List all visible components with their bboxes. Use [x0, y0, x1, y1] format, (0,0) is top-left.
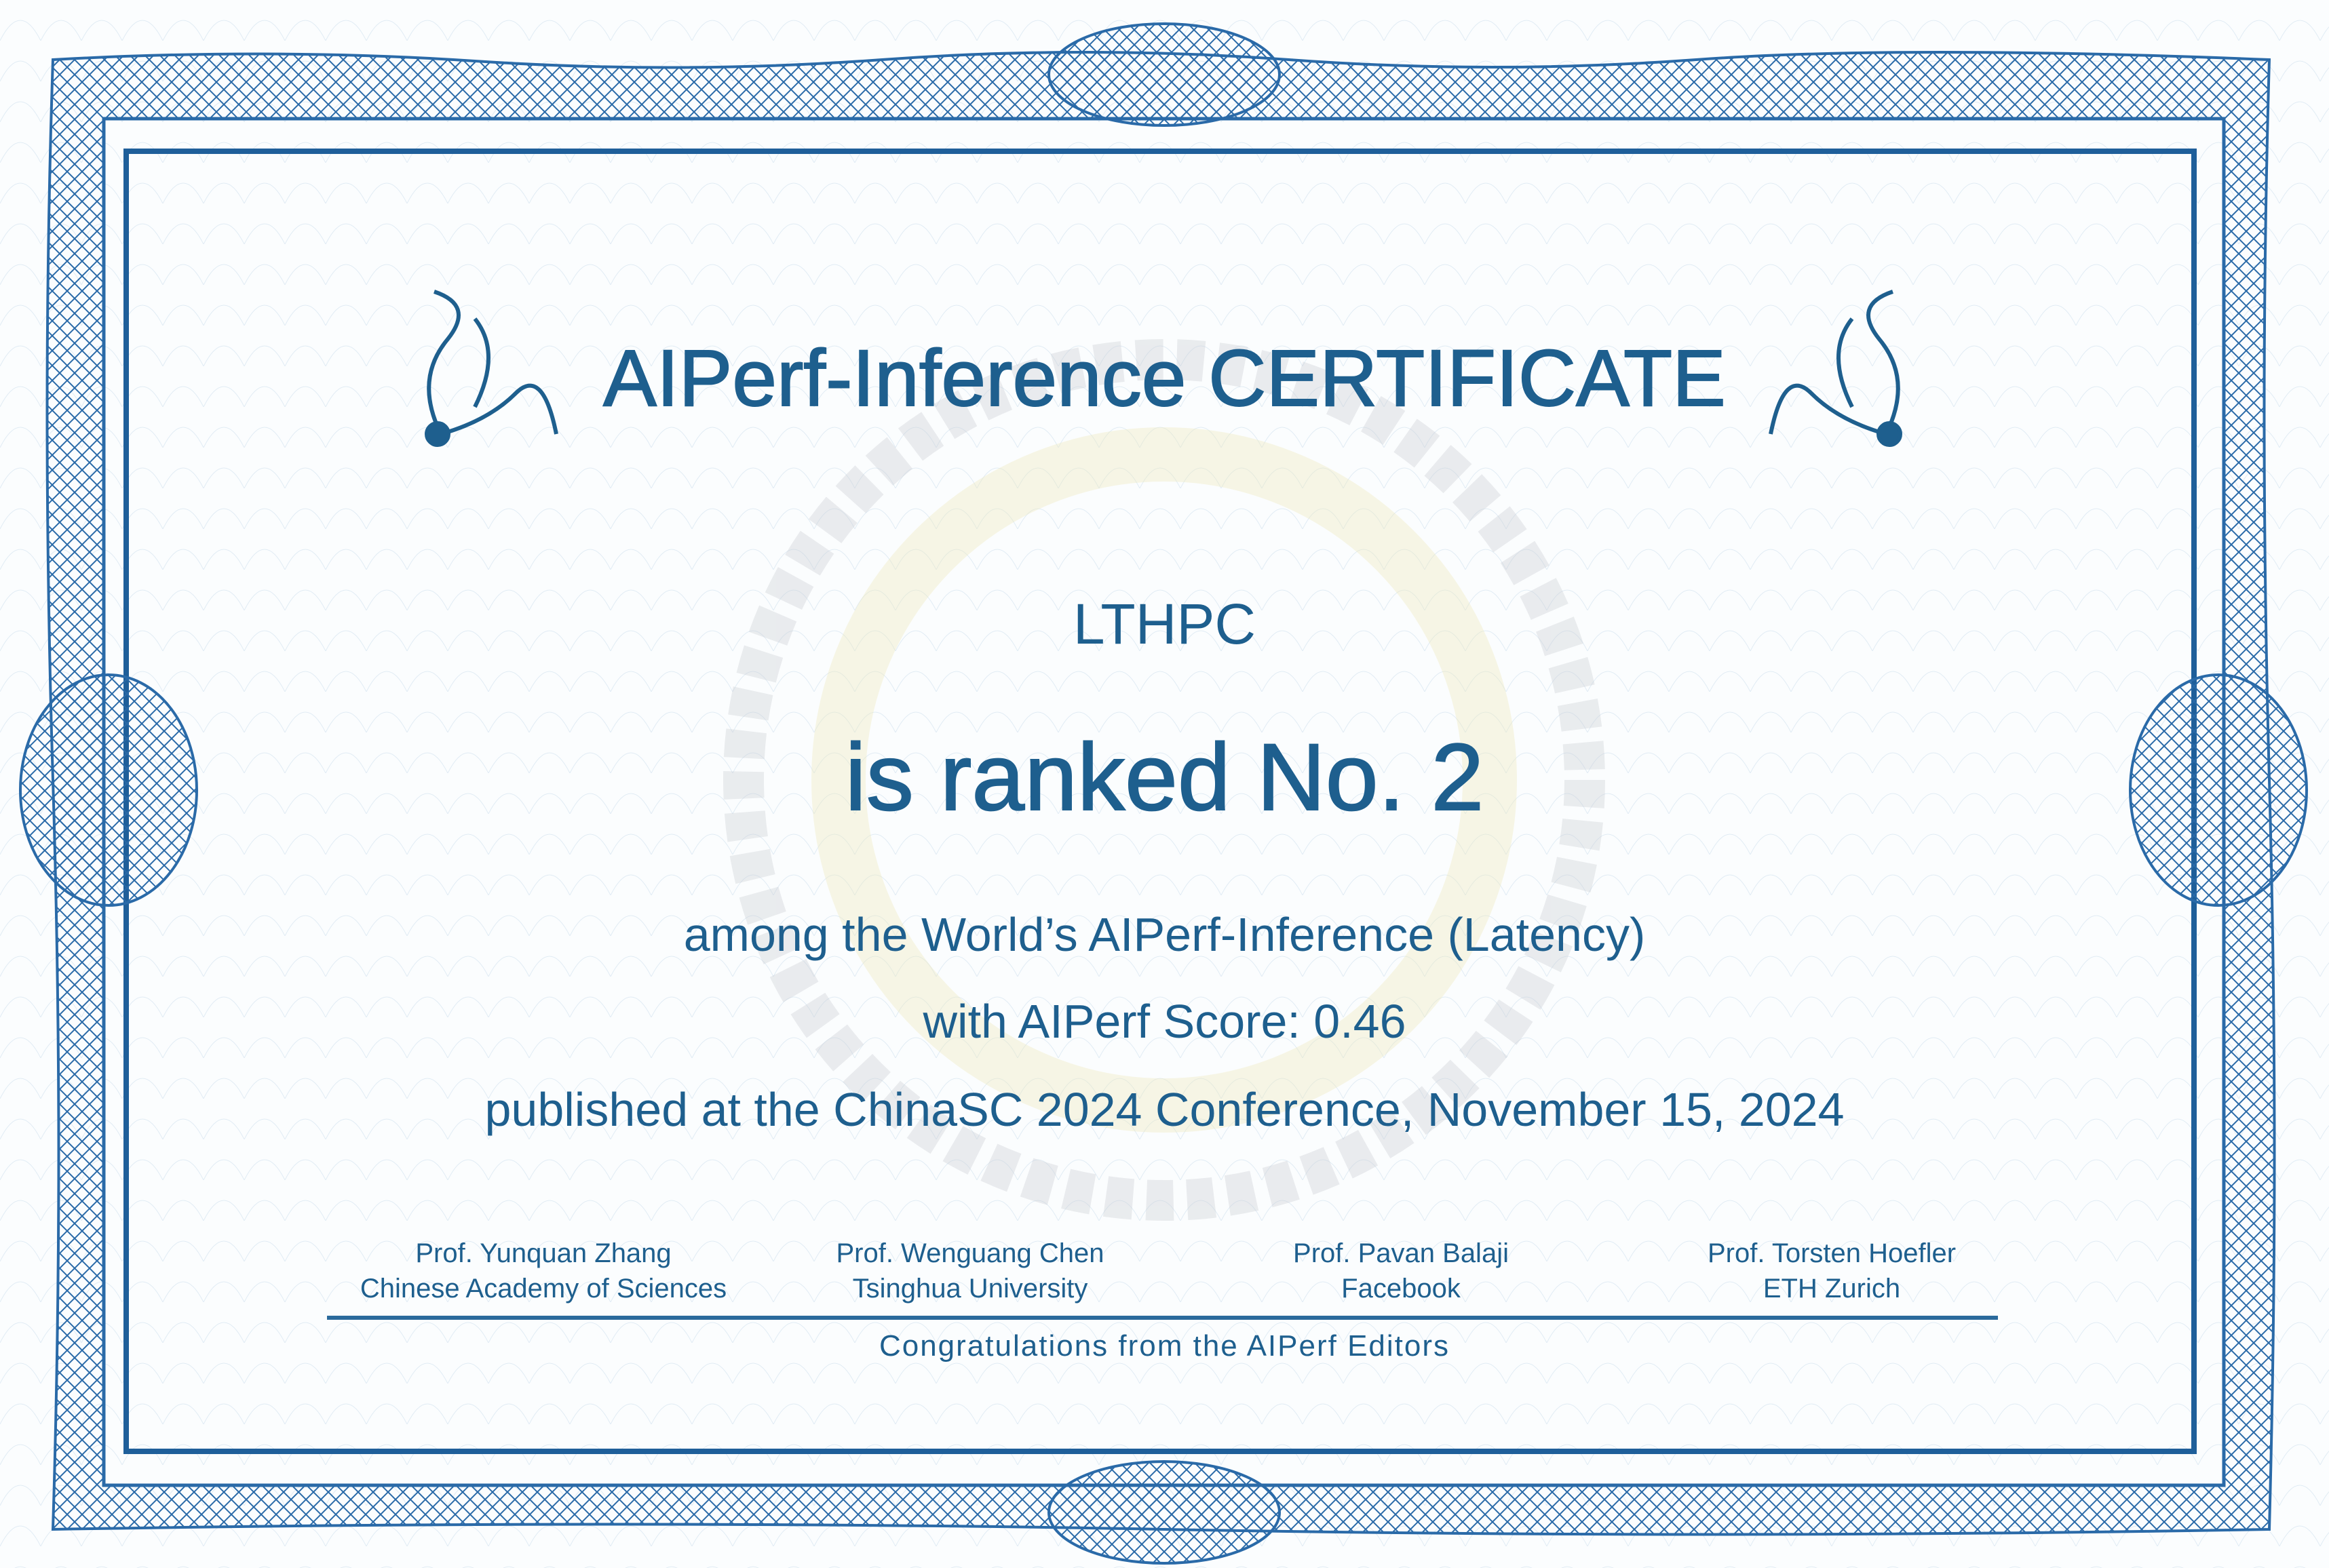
rosette-medallion — [19, 22, 2308, 1565]
signatory: Prof. Yunquan Zhang Chinese Academy of S… — [306, 1236, 781, 1306]
signatory: Prof. Torsten Hoefler ETH Zurich — [1594, 1236, 2069, 1306]
signature-divider — [327, 1316, 1998, 1320]
score-text: with AIPerf Score: 0.46 — [923, 995, 1406, 1048]
published-text: published at the ChinaSC 2024 Conference… — [484, 1083, 1845, 1136]
signatory: Prof. Pavan Balaji Facebook — [1163, 1236, 1638, 1306]
signatory-affiliation: Facebook — [1341, 1274, 1461, 1304]
floral-ornament-left — [425, 290, 558, 447]
signatory-affiliation: Chinese Academy of Sciences — [360, 1274, 727, 1304]
rank-text: is ranked No. 2 — [845, 723, 1485, 831]
signatory-name: Prof. Wenguang Chen — [836, 1238, 1104, 1268]
floral-ornament-right — [1769, 290, 1902, 447]
signatory-affiliation: Tsinghua University — [852, 1274, 1088, 1304]
recipient-name: LTHPC — [1073, 592, 1256, 656]
watermark-rosette — [723, 339, 1605, 1221]
signatory-name: Prof. Yunquan Zhang — [415, 1238, 672, 1268]
category-text: among the World’s AIPerf-Inference (Late… — [683, 908, 1646, 961]
certificate-title: AIPerf-Inference CERTIFICATE — [602, 333, 1727, 424]
footer-text: Congratulations from the AIPerf Editors — [879, 1329, 1450, 1363]
signatory-name: Prof. Torsten Hoefler — [1707, 1238, 1957, 1268]
signatory-affiliation: ETH Zurich — [1763, 1274, 1901, 1304]
signatory-name: Prof. Pavan Balaji — [1293, 1238, 1509, 1268]
signatory: Prof. Wenguang Chen Tsinghua University — [733, 1236, 1208, 1306]
